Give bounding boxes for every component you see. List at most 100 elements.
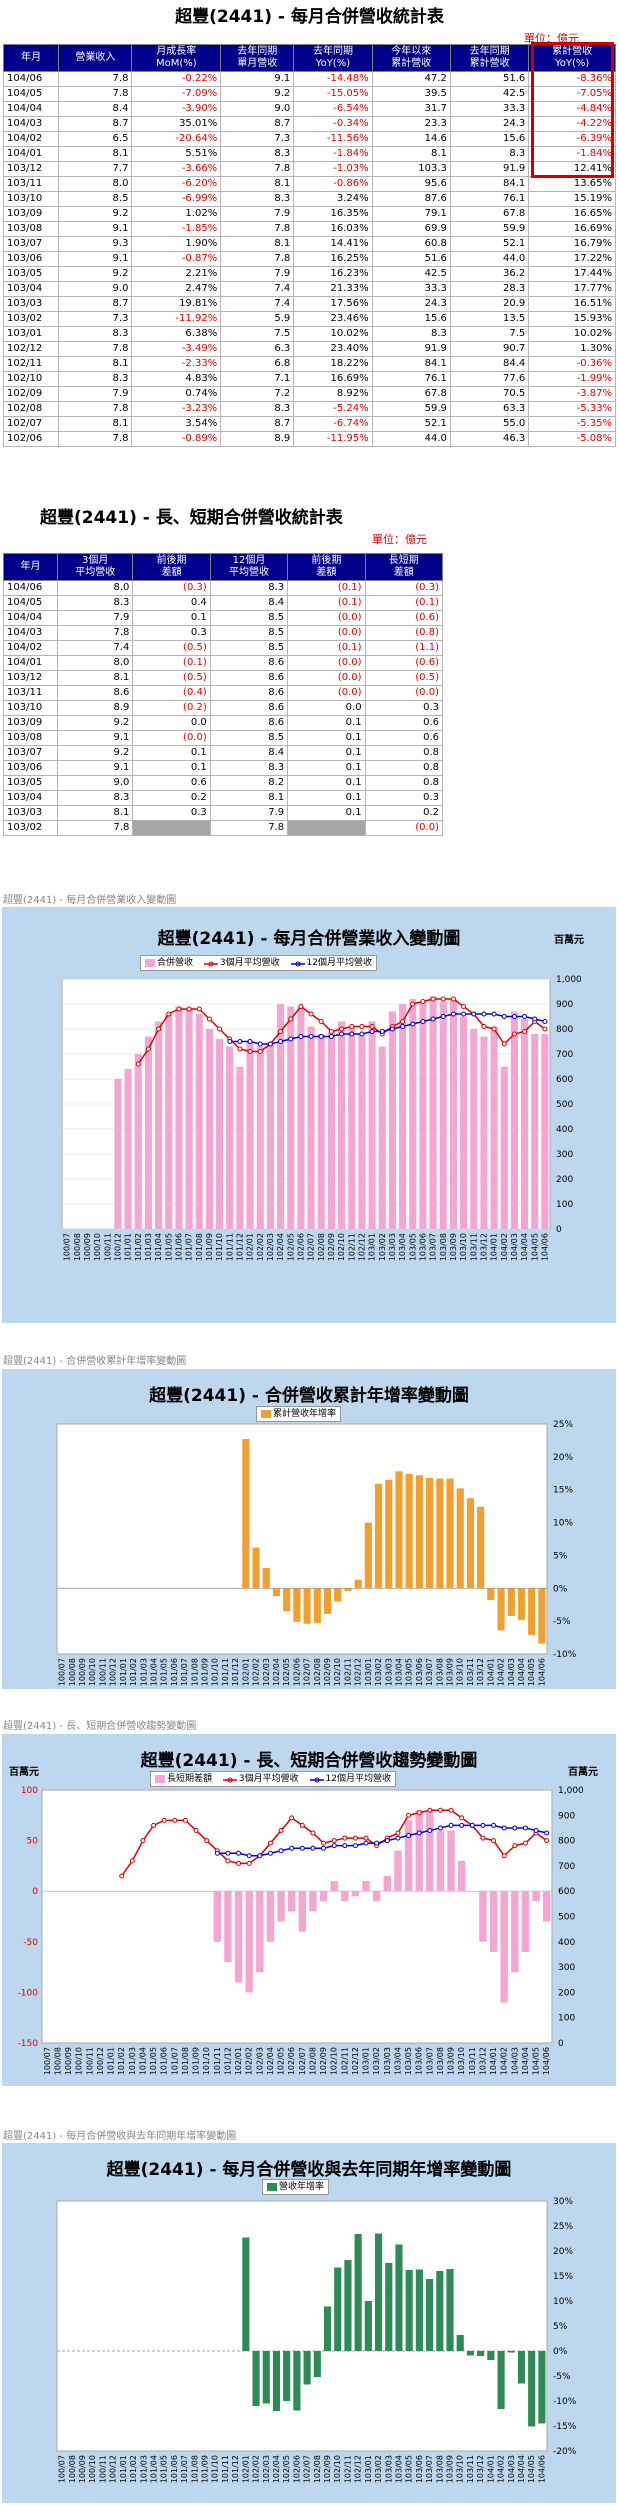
table-cell: 8.3 bbox=[209, 580, 289, 596]
chart3-12m-avg-point bbox=[246, 1853, 252, 1859]
table-cell: 0.1 bbox=[287, 730, 366, 746]
chart2-x-tick-label: 101/04 bbox=[149, 1658, 158, 1686]
chart1-3m-avg-point bbox=[511, 1031, 517, 1037]
table-cell: (0.6) bbox=[364, 610, 444, 626]
table-cell: (0.0) bbox=[287, 670, 366, 686]
table-cell: -20.64% bbox=[131, 131, 222, 147]
chart3-x-tick-label: 102/03 bbox=[255, 2047, 264, 2075]
table-row: 104/03 7.8 0.3 8.5 (0.0) (0.8) bbox=[2, 625, 444, 641]
chart3-12m-avg-point bbox=[512, 1825, 518, 1831]
chart2-x-tick-label: 100/09 bbox=[78, 1658, 87, 1686]
chart1-x-tick-label: 103/03 bbox=[388, 1233, 397, 1261]
table-cell: 8.3 bbox=[57, 595, 134, 611]
chart1-12m-avg-point bbox=[389, 1026, 395, 1032]
chart4-yoy-bar bbox=[395, 2244, 403, 2351]
chart3-3m-avg-point bbox=[448, 1807, 454, 1813]
chart2-yoy-bar bbox=[446, 1478, 454, 1589]
table-cell: 7.9 bbox=[220, 206, 295, 222]
chart1-x-tick-label: 104/04 bbox=[520, 1233, 529, 1261]
table-cell: 0.74% bbox=[131, 386, 222, 402]
chart3-right-y-tick-label: 1,000 bbox=[558, 1786, 584, 1796]
chart3-x-tick-label: 101/05 bbox=[149, 2047, 158, 2075]
table1-header-1: 營業收入 bbox=[58, 44, 133, 72]
table-cell: 8.5 bbox=[209, 640, 289, 656]
chart3-x-tick-label: 101/10 bbox=[202, 2047, 211, 2075]
chart2-x-tick-label: 100/10 bbox=[88, 1658, 97, 1686]
table-cell: -1.99% bbox=[528, 371, 616, 387]
table-cell: 0.8 bbox=[364, 760, 444, 776]
table-cell: 59.9 bbox=[449, 221, 530, 237]
table-row: 103/10 8.9 (0.2) 8.6 0.0 0.3 bbox=[2, 700, 444, 716]
chart3-diff-bar bbox=[330, 1881, 338, 1892]
table2-header-4: 前後期 差額 bbox=[287, 553, 366, 581]
legend-blue-line bbox=[290, 959, 305, 967]
chart2-yoy-bar bbox=[262, 1567, 270, 1589]
chart3-y-left-tick-label: 50 bbox=[27, 1837, 39, 1847]
chart1-revenue-bar bbox=[388, 1011, 396, 1229]
chart2-y-tick-label: 0% bbox=[553, 1584, 568, 1594]
table-cell: 0.8 bbox=[364, 745, 444, 761]
chart3-12m-avg-point bbox=[257, 1853, 263, 1859]
chart3-12m-avg-point bbox=[427, 1827, 433, 1833]
chart4-yoy-bar bbox=[415, 2269, 423, 2351]
chart1-x-tick-label: 102/02 bbox=[256, 1233, 265, 1261]
table-row: 104/06 8.0 (0.3) 8.3 (0.1) (0.3) bbox=[2, 580, 444, 596]
chart2-yoy-bar bbox=[272, 1588, 281, 1597]
table-cell: 0.6 bbox=[364, 715, 444, 731]
chart1-12m-avg-point bbox=[450, 1011, 456, 1017]
table-row: 104/01 8.1 5.51% 8.3 -1.84% 8.1 8.3 -1.84% bbox=[2, 146, 616, 162]
chart3-y-left-tick-label: 100 bbox=[21, 1786, 38, 1796]
chart3-x-tick-label: 103/12 bbox=[478, 2047, 487, 2075]
chart1-y-tick-label: 100 bbox=[556, 1200, 573, 1210]
chart2-x-tick-label: 101/01 bbox=[119, 1658, 128, 1686]
chart1-x-tick-label: 101/09 bbox=[205, 1233, 214, 1261]
chart3-12m-avg-point bbox=[278, 1848, 284, 1854]
chart3-diff-bar bbox=[404, 1820, 413, 1892]
chart4-yoy-bar bbox=[293, 2351, 301, 2411]
chart4-x-tick-label: 103/06 bbox=[415, 2455, 424, 2483]
table-cell: 0.1 bbox=[287, 775, 366, 791]
table-cell: 103/05 bbox=[2, 775, 59, 791]
table-cell: -0.22% bbox=[131, 71, 222, 87]
chart1-12m-avg-point bbox=[471, 1011, 477, 1017]
chart3-x-tick-label: 101/12 bbox=[223, 2047, 232, 2075]
chart1-3m-avg-point bbox=[176, 1006, 182, 1012]
chart4-y-tick-label: 15% bbox=[553, 2272, 573, 2282]
chart4-x-tick-label: 102/03 bbox=[262, 2455, 271, 2483]
chart3-12m-avg-point bbox=[374, 1840, 380, 1846]
chart3-3m-avg-point bbox=[491, 1838, 497, 1844]
chart2-x-tick-label: 101/06 bbox=[170, 1658, 179, 1686]
chart1-3m-avg-point bbox=[196, 1006, 202, 1012]
chart1-y-tick-label: 1,000 bbox=[556, 975, 582, 985]
chart1-revenue-bar bbox=[256, 1046, 264, 1229]
chart1-x-tick-label: 102/01 bbox=[246, 1233, 255, 1261]
chart1-12m-avg-point bbox=[318, 1034, 324, 1039]
chart1-revenue-bar bbox=[419, 1001, 427, 1229]
chart3-x-tick-label: 101/06 bbox=[160, 2047, 169, 2075]
chart1-3m-avg-point bbox=[400, 1019, 406, 1024]
chart2-yoy-bar bbox=[477, 1506, 485, 1589]
table-cell: 0.1 bbox=[132, 610, 211, 626]
chart1-3m-avg-point bbox=[328, 1029, 334, 1034]
chart1-3m-avg-point bbox=[135, 1061, 141, 1067]
table-cell: 84.1 bbox=[449, 176, 530, 192]
table-cell: 103/02 bbox=[2, 820, 59, 836]
table-cell: -1.84% bbox=[293, 146, 373, 162]
chart1-x-tick-label: 103/08 bbox=[439, 1233, 448, 1261]
chart2-yoy-bar bbox=[354, 1579, 362, 1589]
chart3-3m-avg-point bbox=[342, 1835, 348, 1841]
chart3-3m-avg-point bbox=[395, 1830, 401, 1836]
chart1-12m-avg-point bbox=[420, 1019, 426, 1024]
table-row: 103/02 7.8 7.8 (0.0) bbox=[2, 820, 444, 836]
table2-header-3: 12個月 平均營收 bbox=[209, 553, 289, 581]
table-cell: 69.9 bbox=[371, 221, 451, 237]
table-cell: 8.6 bbox=[209, 670, 289, 686]
table-cell: (0.2) bbox=[132, 700, 211, 716]
chart1-3m-avg-point bbox=[217, 1026, 223, 1032]
chart1-12m-avg-point bbox=[369, 1029, 375, 1034]
table-row: 103/12 7.7 -3.66% 7.8 -1.03% 103.3 91.9 12.41% bbox=[2, 161, 616, 177]
chart3-12m-avg-point bbox=[352, 1843, 358, 1849]
chart1-3m-avg-point bbox=[420, 999, 426, 1004]
table-cell: 6.38% bbox=[131, 326, 222, 342]
chart1-revenue-bar bbox=[236, 1066, 244, 1229]
